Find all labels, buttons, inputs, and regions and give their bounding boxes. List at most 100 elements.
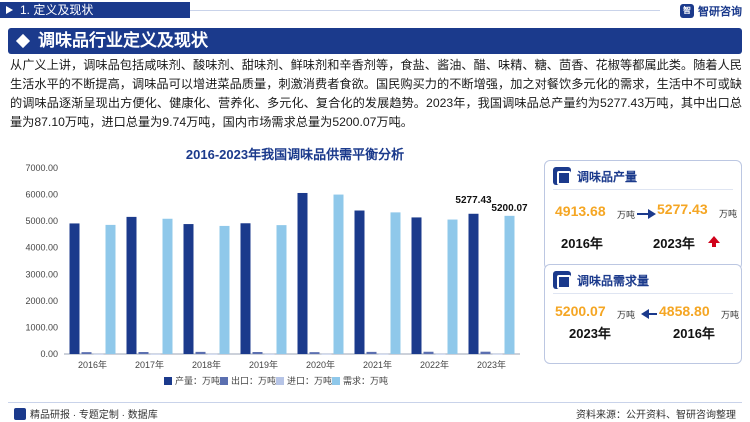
legend-label: 出口：万吨 bbox=[231, 375, 276, 386]
bar-3 bbox=[435, 353, 446, 355]
start-year: 2016年 bbox=[673, 326, 715, 341]
footer-left: 精品研报 · 专题定制 · 数据库 bbox=[14, 406, 158, 421]
production-card: 调味品产量 4913.68 万吨 2016年 5277.43 万吨 2023年 bbox=[544, 160, 742, 270]
bar-2 bbox=[423, 351, 434, 354]
x-tick-label: 2019年 bbox=[249, 359, 278, 370]
demand-card: 调味品需求量 5200.07 万吨 2023年 4858.80 万吨 2016年 bbox=[544, 264, 742, 364]
bar-3 bbox=[264, 353, 275, 355]
bar-1 bbox=[240, 223, 251, 354]
bar-4 bbox=[162, 218, 173, 354]
legend-swatch bbox=[164, 377, 172, 385]
start-unit: 万吨 bbox=[721, 310, 740, 320]
start-value: 4913.68 bbox=[555, 203, 606, 219]
bar-4 bbox=[390, 212, 401, 354]
supply-demand-chart: 0.00 1000.00 2000.00 3000.00 4000.00 5000.00 6… bbox=[25, 163, 528, 386]
bar-1 bbox=[468, 213, 479, 354]
intro-paragraph: 从广义上讲，调味品包括咸味剂、酸味剂、甜味剂、鲜味剂和辛香剂等，食盐、酱油、醋、… bbox=[10, 58, 742, 129]
bar-4 bbox=[447, 219, 458, 354]
bar-3 bbox=[492, 353, 503, 355]
legend-label: 需求：万吨 bbox=[343, 375, 388, 386]
bar-2 bbox=[252, 352, 263, 354]
legend-swatch bbox=[220, 377, 228, 385]
data-label: 5200.07 bbox=[491, 203, 528, 214]
section-divider bbox=[190, 10, 660, 11]
end-unit: 万吨 bbox=[617, 310, 636, 320]
card-divider bbox=[553, 293, 733, 294]
bar-4 bbox=[504, 215, 515, 354]
diamond-icon bbox=[15, 33, 31, 49]
y-tick-label: 2000.00 bbox=[25, 296, 58, 306]
brand-logo-icon: 智 bbox=[680, 4, 694, 18]
start-unit: 万吨 bbox=[617, 210, 636, 220]
start-value: 4858.80 bbox=[659, 303, 710, 319]
bar-1 bbox=[411, 217, 422, 354]
bar-4 bbox=[105, 224, 116, 354]
bar-2 bbox=[138, 352, 149, 354]
bar-3 bbox=[150, 353, 161, 355]
chart-title: 2016-2023年我国调味品供需平衡分析 bbox=[185, 147, 405, 162]
y-tick-label: 3000.00 bbox=[25, 269, 58, 279]
x-tick-label: 2021年 bbox=[363, 359, 392, 370]
y-tick-label: 1000.00 bbox=[25, 322, 58, 332]
brand: 智 智研咨询 bbox=[680, 3, 742, 19]
y-tick-label: 6000.00 bbox=[25, 190, 58, 200]
end-value: 5200.07 bbox=[555, 303, 606, 319]
x-tick-label: 2016年 bbox=[78, 359, 107, 370]
x-tick-label: 2022年 bbox=[420, 359, 449, 370]
card-header: 调味品需求量 bbox=[553, 271, 649, 289]
legend-label: 进口：万吨 bbox=[287, 375, 332, 386]
bar-1 bbox=[69, 223, 80, 354]
chart-icon bbox=[553, 271, 571, 289]
bar-2 bbox=[309, 352, 320, 354]
data-label: 5277.43 bbox=[455, 195, 492, 206]
bar-3 bbox=[207, 353, 218, 355]
right-arrow-icon bbox=[648, 209, 656, 219]
section-tab: 1. 定义及现状 bbox=[0, 2, 190, 18]
bar-2 bbox=[366, 351, 377, 354]
footer-divider bbox=[8, 402, 742, 403]
bar-1 bbox=[183, 224, 194, 354]
y-tick-label: 7000.00 bbox=[25, 163, 58, 173]
report-icon bbox=[14, 407, 26, 420]
brand-name: 智研咨询 bbox=[698, 6, 742, 18]
section-bar: 1. 定义及现状 智 智研咨询 bbox=[0, 0, 750, 20]
page-title: 调味品行业定义及现状 bbox=[38, 31, 208, 50]
arrow-shaft bbox=[647, 313, 657, 315]
legend-swatch bbox=[276, 377, 284, 385]
y-tick-label: 5000.00 bbox=[25, 216, 58, 226]
card-title: 调味品产量 bbox=[577, 169, 638, 184]
x-tick-label: 2017年 bbox=[135, 359, 164, 370]
y-tick-label: 4000.00 bbox=[25, 243, 58, 253]
triangle-icon bbox=[6, 6, 13, 14]
bar-1 bbox=[354, 210, 365, 354]
chart-icon bbox=[553, 167, 571, 185]
end-year: 2023年 bbox=[569, 326, 611, 341]
bar-4 bbox=[333, 194, 344, 354]
footer-services: 精品研报 · 专题定制 · 数据库 bbox=[30, 410, 158, 421]
y-tick-label: 0.00 bbox=[40, 349, 58, 359]
x-tick-label: 2020年 bbox=[306, 359, 335, 370]
bar-4 bbox=[276, 225, 287, 354]
x-tick-label: 2023年 bbox=[477, 359, 506, 370]
end-unit: 万吨 bbox=[719, 209, 738, 219]
end-value: 5277.43 bbox=[657, 201, 708, 217]
bar-3 bbox=[378, 353, 389, 355]
up-arrow-icon bbox=[708, 236, 720, 247]
bar-3 bbox=[321, 353, 332, 355]
section-label: 1. 定义及现状 bbox=[20, 3, 94, 17]
bar-2 bbox=[195, 351, 206, 354]
card-divider bbox=[553, 189, 733, 190]
card-title: 调味品需求量 bbox=[577, 273, 650, 288]
arrow-shaft bbox=[637, 213, 649, 215]
footer-source: 资料来源：公开资料、智研咨询整理 bbox=[576, 410, 736, 421]
x-tick-label: 2018年 bbox=[192, 359, 221, 370]
legend-swatch bbox=[332, 377, 340, 385]
bar-2 bbox=[480, 351, 491, 354]
bar-3 bbox=[93, 353, 104, 355]
bar-1 bbox=[126, 216, 137, 354]
bar-4 bbox=[219, 225, 230, 354]
start-year: 2016年 bbox=[561, 236, 603, 251]
heading-banner: 调味品行业定义及现状 bbox=[8, 28, 742, 54]
bar-2 bbox=[81, 352, 92, 354]
card-header: 调味品产量 bbox=[553, 167, 637, 185]
